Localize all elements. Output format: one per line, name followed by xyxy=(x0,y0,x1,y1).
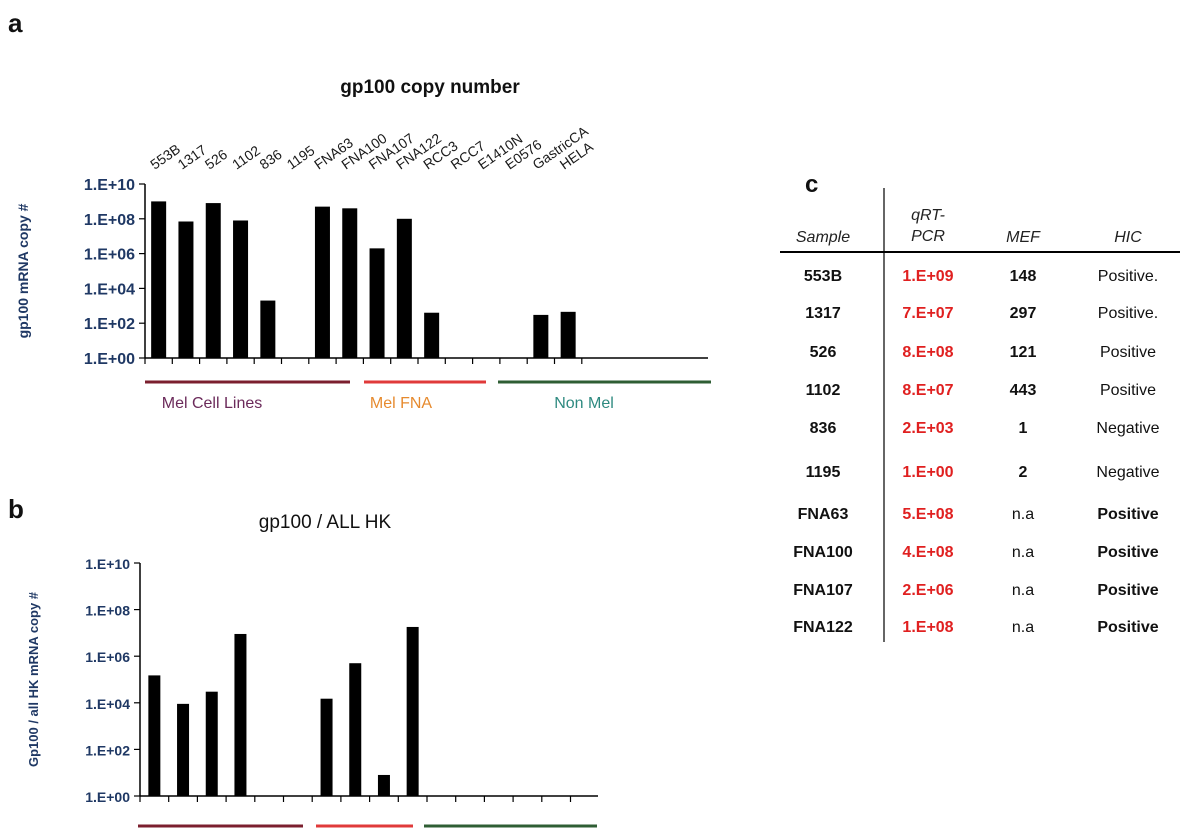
y-tick-label: 1.E+04 xyxy=(85,696,130,712)
y-tick-label: 1.E+08 xyxy=(85,603,130,619)
bar xyxy=(151,201,167,358)
y-axis-label: gp100 mRNA copy # xyxy=(15,203,31,338)
y-tick-label: 1.E+08 xyxy=(84,212,135,229)
header-qrt-line2: PCR xyxy=(911,228,945,245)
cell-qrt: 4.E+08 xyxy=(902,544,953,561)
bar xyxy=(148,675,161,796)
cell-hic: Positive xyxy=(1097,544,1158,561)
chart-gp100-copy-number: gp100 copy number 1.E+00 1.E+02 1.E+04 1.E+0… xyxy=(15,77,711,412)
cell-qrt: 8.E+07 xyxy=(902,382,953,399)
cell-qrt: 7.E+07 xyxy=(902,305,953,322)
cell-hic: Positive xyxy=(1097,506,1158,523)
cell-mef: 148 xyxy=(1010,268,1037,285)
bar xyxy=(314,206,330,358)
cell-qrt: 1.E+09 xyxy=(902,268,953,285)
cell-hic: Positive xyxy=(1097,582,1158,599)
y-tick-label: 1.E+06 xyxy=(85,649,130,665)
cell-hic: Positive. xyxy=(1098,305,1158,322)
cell-qrt: 1.E+00 xyxy=(902,464,953,481)
y-tick-label: 1.E+10 xyxy=(85,556,130,572)
x-tick-label: 836 xyxy=(256,146,284,173)
cell-sample: 1102 xyxy=(806,382,841,399)
bar xyxy=(177,703,190,796)
bar xyxy=(178,221,194,358)
cell-mef: 297 xyxy=(1010,305,1037,322)
cell-hic: Negative xyxy=(1096,420,1159,437)
summary-table: c Sample qRT- PCR MEF HIC 553B 1.E+09 148 Positiv… xyxy=(780,171,1180,642)
bar xyxy=(533,314,549,358)
cell-hic: Positive xyxy=(1097,619,1158,636)
bar xyxy=(205,691,218,796)
cell-sample: 1195 xyxy=(806,464,841,481)
x-tick-label: 526 xyxy=(202,146,230,173)
header-sample: Sample xyxy=(796,229,850,246)
group-label: Non Mel xyxy=(554,395,614,412)
chart-title: gp100 / ALL HK xyxy=(259,512,392,533)
cell-hic: Positive xyxy=(1100,344,1156,361)
bar xyxy=(560,311,576,358)
cell-qrt: 5.E+08 xyxy=(902,506,953,523)
group-label: Mel FNA xyxy=(370,395,433,412)
header-mef: MEF xyxy=(1006,229,1041,246)
cell-sample: FNA100 xyxy=(793,544,853,561)
header-qrt-line1: qRT- xyxy=(911,207,945,224)
cell-mef: 1 xyxy=(1019,420,1028,437)
cell-sample: 553B xyxy=(804,268,842,285)
cell-sample: FNA122 xyxy=(793,619,853,636)
cell-sample: 526 xyxy=(810,344,837,361)
bar xyxy=(377,774,390,796)
panel-label-c: c xyxy=(805,171,818,198)
panel-label-a: a xyxy=(8,8,23,38)
bar xyxy=(234,633,247,796)
y-tick-label: 1.E+04 xyxy=(84,281,135,298)
bar xyxy=(260,300,276,358)
chart-title: gp100 copy number xyxy=(340,77,520,98)
panel-label-b: b xyxy=(8,494,24,524)
cell-mef: n.a xyxy=(1012,619,1034,636)
cell-hic: Negative xyxy=(1096,464,1159,481)
cell-sample: FNA63 xyxy=(798,506,849,523)
header-hic: HIC xyxy=(1114,229,1142,246)
bar xyxy=(349,663,362,796)
group-label: Mel Cell Lines xyxy=(162,395,262,412)
bar xyxy=(205,203,221,358)
cell-qrt: 2.E+06 xyxy=(902,582,953,599)
y-tick-label: 1.E+00 xyxy=(84,351,135,368)
cell-mef: 443 xyxy=(1010,382,1037,399)
cell-mef: n.a xyxy=(1012,544,1034,561)
bar xyxy=(320,698,333,796)
y-tick-label: 1.E+10 xyxy=(84,177,135,194)
cell-mef: 2 xyxy=(1019,464,1028,481)
bar xyxy=(396,218,412,358)
y-tick-label: 1.E+02 xyxy=(84,316,135,333)
cell-qrt: 2.E+03 xyxy=(902,420,953,437)
cell-mef: n.a xyxy=(1012,506,1034,523)
cell-sample: 836 xyxy=(810,420,837,437)
bar xyxy=(424,312,440,358)
y-tick-label: 1.E+06 xyxy=(84,247,135,264)
cell-hic: Positive. xyxy=(1098,268,1158,285)
bar xyxy=(406,626,419,796)
y-tick-label: 1.E+02 xyxy=(85,742,130,758)
bar xyxy=(233,220,249,358)
cell-sample: 1317 xyxy=(805,305,841,322)
y-tick-label: 1.E+00 xyxy=(85,789,130,805)
cell-mef: 121 xyxy=(1010,344,1037,361)
cell-mef: n.a xyxy=(1012,582,1034,599)
cell-hic: Positive xyxy=(1100,382,1156,399)
cell-qrt: 1.E+08 xyxy=(902,619,953,636)
bar xyxy=(369,248,385,358)
cell-sample: FNA107 xyxy=(793,582,853,599)
cell-qrt: 8.E+08 xyxy=(902,344,953,361)
y-axis-label: Gp100 / all HK mRNA copy # xyxy=(26,591,41,767)
bar xyxy=(342,208,358,358)
chart-gp100-all-hk: gp100 / ALL HK 1.E+00 1.E+02 1.E+04 1.E+06 1.… xyxy=(26,512,598,828)
